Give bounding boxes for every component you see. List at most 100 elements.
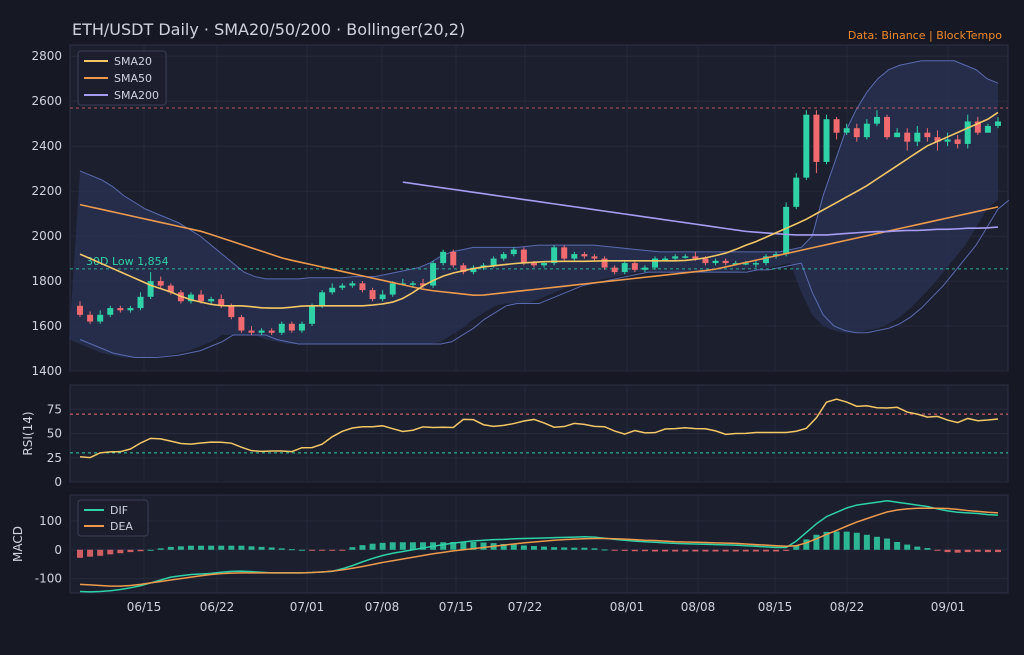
candle-body <box>712 260 719 264</box>
y-tick-label: 1400 <box>31 364 62 378</box>
macd-histogram-bar <box>591 548 598 550</box>
macd-histogram-bar <box>177 546 184 550</box>
macd-histogram-bar <box>914 546 921 550</box>
candle-body <box>732 263 739 265</box>
macd-histogram-bar <box>692 549 699 552</box>
candle-body <box>309 305 316 324</box>
candle-body <box>682 256 689 258</box>
macd-histogram-bar <box>500 544 507 550</box>
x-tick-label: 08/22 <box>830 600 865 614</box>
macd-histogram-bar <box>369 543 376 550</box>
macd-histogram-bar <box>389 542 396 550</box>
macd-histogram-bar <box>339 549 346 551</box>
candle-body <box>248 330 255 333</box>
candle-body <box>258 330 265 333</box>
dif-line <box>79 500 999 593</box>
candle-body <box>631 263 638 270</box>
macd-histogram-bar <box>561 547 568 550</box>
macd-histogram-bar <box>349 547 356 550</box>
candle-body <box>702 258 709 264</box>
candle-body <box>995 121 1001 126</box>
candle-body <box>530 263 537 266</box>
candle-body <box>288 323 295 331</box>
candle-body <box>944 139 951 142</box>
macd-histogram-bar <box>752 549 759 552</box>
macd-histogram-bar <box>117 549 124 554</box>
candle-body <box>409 283 416 285</box>
candle-body <box>974 121 981 133</box>
candle-body <box>611 267 618 273</box>
macd-histogram-bar <box>77 549 83 558</box>
candle-body <box>127 308 134 311</box>
macd-panel: -100 0 100 MACD DIF DEA <box>11 494 1009 594</box>
macd-histogram-bar <box>783 549 790 551</box>
candle-body <box>339 285 346 288</box>
candle-body <box>238 317 245 331</box>
candle-body <box>349 283 356 286</box>
macd-histogram-bar <box>218 545 225 550</box>
y-tick-label: 2600 <box>31 94 62 108</box>
sma20-line <box>79 111 999 309</box>
macd-histogram-bar <box>863 534 870 550</box>
macd-histogram-bar <box>712 549 719 552</box>
y-tick-label: 1600 <box>31 319 62 333</box>
candle-body <box>561 247 568 259</box>
candle-body <box>500 254 507 259</box>
candle-body <box>894 132 901 138</box>
candle-body <box>924 132 931 138</box>
macd-histogram-bar <box>611 549 618 551</box>
macd-histogram-bar <box>682 549 689 552</box>
candle-body <box>208 299 215 302</box>
candle-body <box>97 314 104 322</box>
x-tick-label: 08/08 <box>681 600 716 614</box>
macd-histogram-bar <box>793 545 800 550</box>
candle-body <box>389 283 396 295</box>
chart-title: ETH/USDT Daily · SMA20/50/200 · Bollinge… <box>72 20 465 39</box>
macd-histogram-bar <box>460 541 467 550</box>
candle-body <box>621 263 628 273</box>
candle-body <box>278 323 285 333</box>
candle-body <box>762 256 769 264</box>
macd-histogram-bar <box>894 541 901 550</box>
y-tick-label: 25 <box>47 451 62 465</box>
macd-histogram-bar <box>187 545 194 550</box>
candle-body <box>329 287 336 293</box>
macd-histogram-bar <box>157 548 164 550</box>
candle-body <box>551 247 558 264</box>
candle-body <box>964 121 971 144</box>
candle-body <box>107 308 114 315</box>
x-tick-label: 07/22 <box>508 600 543 614</box>
candle-body <box>934 137 941 142</box>
reference-label: 30D Low 1,854 <box>86 255 169 268</box>
candle-body <box>813 114 820 162</box>
macd-histogram-bar <box>298 549 305 551</box>
x-tick-label: 07/08 <box>365 600 400 614</box>
macd-histogram-bar <box>530 546 537 550</box>
candle-body <box>591 256 598 259</box>
macd-histogram-bar <box>278 548 285 550</box>
macd-histogram-bar <box>288 549 295 551</box>
candle-body <box>228 305 235 318</box>
candle-body <box>803 114 810 178</box>
macd-histogram-bar <box>944 549 951 553</box>
candle-body <box>419 283 426 286</box>
candle-body <box>692 256 699 259</box>
price-panel: 1400 1600 1800 2000 2200 2400 2600 2800 30D Low … <box>31 44 1010 378</box>
x-tick-label: 07/01 <box>290 600 325 614</box>
macd-histogram-bar <box>823 531 830 550</box>
x-tick-label: 06/22 <box>200 600 235 614</box>
candle-body <box>157 281 164 286</box>
candle-body <box>662 258 669 261</box>
macd-histogram-bar <box>470 541 477 550</box>
macd-histogram-bar <box>309 549 316 551</box>
macd-histogram-bar <box>520 545 527 550</box>
macd-histogram-bar <box>208 545 215 550</box>
sma50-line <box>79 203 999 297</box>
sma200-line <box>402 181 999 236</box>
candle-body <box>298 323 305 331</box>
macd-histogram-bar <box>722 549 729 552</box>
candle-body <box>77 305 83 315</box>
candle-body <box>853 128 860 138</box>
candle-body <box>470 267 477 273</box>
